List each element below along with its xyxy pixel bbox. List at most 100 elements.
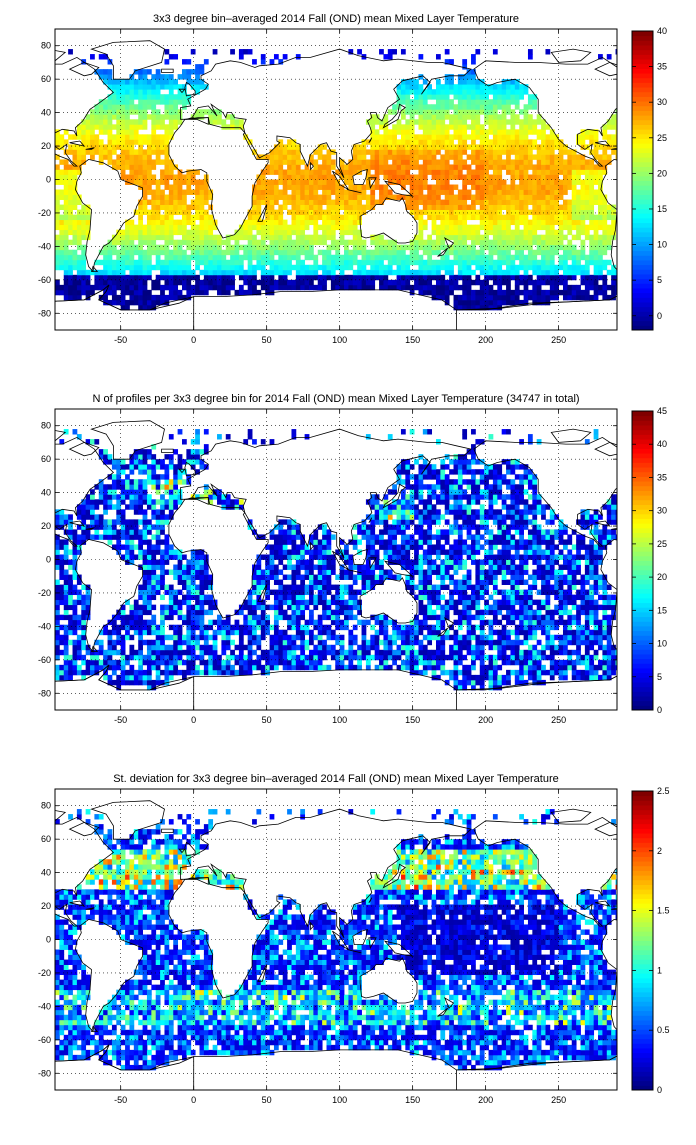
heatmap-cell — [480, 154, 485, 159]
heatmap-cell — [497, 195, 502, 200]
heatmap-cell — [147, 215, 152, 220]
heatmap-cell — [554, 230, 559, 235]
heatmap-cell — [594, 169, 599, 174]
heatmap-cell — [559, 185, 564, 190]
heatmap-cell — [414, 174, 419, 179]
heatmap-cell — [458, 94, 463, 99]
heatmap-cell — [278, 235, 283, 240]
heatmap-cell — [594, 650, 599, 655]
heatmap-cell — [182, 255, 187, 260]
heatmap-cell — [475, 180, 480, 185]
heatmap-cell — [467, 665, 472, 670]
heatmap-cell — [178, 84, 183, 89]
heatmap-cell — [134, 180, 139, 185]
heatmap-cell — [125, 230, 130, 235]
heatmap-cell — [261, 255, 266, 260]
heatmap-cell — [143, 265, 148, 270]
heatmap-cell — [489, 675, 494, 680]
heatmap-cell — [178, 660, 183, 665]
heatmap-cell — [559, 640, 564, 645]
heatmap-cell — [68, 185, 73, 190]
heatmap-cell — [55, 645, 60, 650]
heatmap-cell — [410, 655, 415, 660]
heatmap-cell — [515, 635, 520, 640]
heatmap-cell — [335, 660, 340, 665]
heatmap-cell — [567, 265, 572, 270]
heatmap-cell — [493, 670, 498, 675]
heatmap-cell — [454, 89, 459, 94]
heatmap-cell — [550, 174, 555, 179]
heatmap-cell — [318, 154, 323, 159]
heatmap-cell — [182, 230, 187, 235]
heatmap-cell — [366, 650, 371, 655]
heatmap-cell — [401, 134, 406, 139]
heatmap-cell — [195, 79, 200, 84]
heatmap-cell — [493, 99, 498, 104]
heatmap-cell — [221, 285, 226, 290]
heatmap-cell — [480, 124, 485, 129]
heatmap-cell — [550, 159, 555, 164]
heatmap-cell — [418, 195, 423, 200]
heatmap-cell — [94, 139, 99, 144]
heatmap-cell — [287, 645, 292, 650]
heatmap-cell — [467, 69, 472, 74]
heatmap-cell — [348, 240, 353, 245]
heatmap-cell — [204, 200, 209, 205]
heatmap-cell — [160, 285, 165, 290]
heatmap-cell — [204, 280, 209, 285]
heatmap-cell — [541, 225, 546, 230]
heatmap-cell — [445, 250, 450, 255]
heatmap-cell — [462, 144, 467, 149]
heatmap-cell — [497, 220, 502, 225]
heatmap-cell — [138, 215, 143, 220]
heatmap-cell — [519, 230, 524, 235]
heatmap-cell — [454, 124, 459, 129]
heatmap-cell — [318, 250, 323, 255]
heatmap-cell — [445, 655, 450, 660]
heatmap-cell — [458, 260, 463, 265]
heatmap-cell — [68, 250, 73, 255]
heatmap-cell — [195, 255, 200, 260]
heatmap-cell — [397, 164, 402, 169]
heatmap-cell — [252, 285, 257, 290]
heatmap-cell — [138, 99, 143, 104]
heatmap-cell — [248, 260, 253, 265]
heatmap-cell — [300, 240, 305, 245]
heatmap-cell — [524, 190, 529, 195]
heatmap-cell — [278, 280, 283, 285]
heatmap-cell — [239, 54, 244, 59]
heatmap-cell — [602, 210, 607, 215]
heatmap-cell — [607, 270, 612, 275]
heatmap-cell — [423, 104, 428, 109]
heatmap-cell — [121, 134, 126, 139]
heatmap-cell — [436, 190, 441, 195]
heatmap-cell — [598, 640, 603, 645]
heatmap-cell — [169, 270, 174, 275]
heatmap-cell — [502, 205, 507, 210]
heatmap-cell — [550, 200, 555, 205]
heatmap-cell — [81, 635, 86, 640]
heatmap-cell — [186, 185, 191, 190]
heatmap-cell — [462, 89, 467, 94]
heatmap-cell — [156, 650, 161, 655]
heatmap-cell — [357, 220, 362, 225]
heatmap-cell — [510, 220, 515, 225]
heatmap-cell — [370, 205, 375, 210]
heatmap-cell — [213, 260, 218, 265]
heatmap-cell — [484, 675, 489, 680]
heatmap-cell — [309, 635, 314, 640]
heatmap-cell — [151, 134, 156, 139]
heatmap-cell — [156, 655, 161, 660]
heatmap-cell — [515, 645, 520, 650]
heatmap-cell — [449, 285, 454, 290]
heatmap-cell — [112, 290, 117, 295]
heatmap-cell — [173, 280, 178, 285]
heatmap-cell — [68, 255, 73, 260]
heatmap-cell — [204, 250, 209, 255]
heatmap-cell — [379, 169, 384, 174]
heatmap-cell — [230, 665, 235, 670]
heatmap-cell — [515, 154, 520, 159]
heatmap-cell — [204, 220, 209, 225]
heatmap-cell — [121, 645, 126, 650]
heatmap-cell — [585, 185, 590, 190]
